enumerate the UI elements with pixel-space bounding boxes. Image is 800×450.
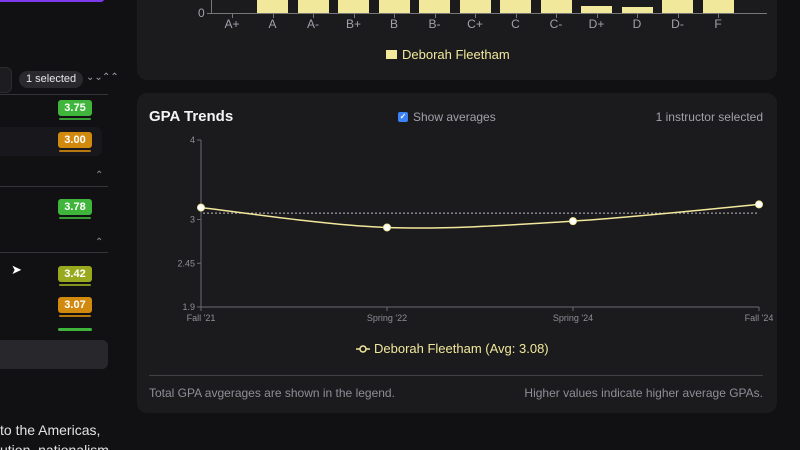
x-tick bbox=[434, 14, 436, 18]
x-tick bbox=[677, 14, 679, 18]
x-tick bbox=[313, 14, 314, 18]
y-tick-label: 1.9 bbox=[182, 302, 195, 312]
selected-count-badge: 1 selected bbox=[19, 71, 84, 88]
gpa-badge: 3.07 bbox=[58, 297, 92, 317]
description-line: ution, nationalism bbox=[0, 442, 109, 450]
gpa-badge: 3.00 bbox=[58, 132, 92, 152]
grade-label: B bbox=[389, 17, 398, 31]
grade-bar-D[interactable] bbox=[621, 7, 653, 13]
chevron-up-icon[interactable]: ⌃ bbox=[95, 237, 104, 248]
gpa-badge: 3.78 bbox=[58, 199, 92, 219]
divider bbox=[149, 375, 763, 376]
grade-bar-B+[interactable] bbox=[338, 0, 369, 13]
grade-bar-B[interactable] bbox=[378, 0, 410, 13]
x-tick bbox=[394, 14, 395, 18]
data-point bbox=[383, 223, 391, 232]
x-tick bbox=[272, 14, 274, 18]
grade-label: A+ bbox=[224, 17, 240, 31]
grade-label: A- bbox=[307, 17, 319, 31]
footer-note-left: Total GPA avgerages are shown in the leg… bbox=[149, 386, 395, 400]
gpa-badge: 3.75 bbox=[58, 100, 92, 120]
mouse-cursor-icon: ➤ bbox=[11, 262, 22, 277]
y-tick-label: 2.45 bbox=[177, 258, 195, 268]
data-point bbox=[755, 200, 763, 209]
grade-label: B- bbox=[428, 17, 441, 31]
x-tick bbox=[718, 14, 719, 18]
x-tick bbox=[353, 14, 355, 18]
y-tick-label: 4 bbox=[190, 135, 195, 145]
show-averages-label: Show averages bbox=[413, 110, 496, 124]
show-averages-toggle[interactable]: ✓ Show averages bbox=[398, 110, 496, 124]
x-tick bbox=[637, 14, 638, 18]
y-axis bbox=[211, 0, 212, 13]
description-line: to the Americas, bbox=[0, 422, 101, 438]
distribution-legend[interactable]: Deborah Fleetham bbox=[386, 47, 510, 62]
footer-note-right: Higher values indicate higher average GP… bbox=[524, 386, 763, 400]
grade-label: D+ bbox=[588, 17, 605, 31]
x-tick-label: Spring '22 bbox=[367, 313, 407, 323]
x-tick bbox=[515, 14, 517, 18]
load-more-button[interactable] bbox=[0, 340, 108, 369]
grade-bar-B-[interactable] bbox=[419, 0, 450, 13]
grade-bar-F[interactable] bbox=[702, 0, 734, 13]
legend-label: Deborah Fleetham bbox=[402, 47, 510, 62]
double-chevron-down-icon[interactable]: ⌄⌄ bbox=[86, 72, 103, 83]
divider bbox=[0, 186, 108, 187]
trend-legend-label: Deborah Fleetham (Avg: 3.08) bbox=[374, 341, 549, 356]
grade-label: C bbox=[511, 17, 520, 31]
trend-legend[interactable]: Deborah Fleetham (Avg: 3.08) bbox=[356, 341, 549, 356]
course-description: to the Americas, ution, nationalism bbox=[0, 420, 112, 450]
grade-label: D- bbox=[671, 17, 684, 31]
x-tick-label: Fall '24 bbox=[745, 313, 774, 323]
series-line bbox=[200, 203, 760, 229]
divider bbox=[0, 94, 108, 95]
grade-label: C+ bbox=[467, 17, 483, 31]
double-chevron-up-icon[interactable]: ⌃⌃ bbox=[102, 72, 119, 83]
grade-bar-C+[interactable] bbox=[459, 0, 491, 13]
x-tick bbox=[596, 14, 598, 18]
grade-label: A bbox=[268, 17, 277, 31]
grade-bar-A-[interactable] bbox=[297, 0, 329, 13]
divider bbox=[0, 252, 108, 253]
checkbox-checked-icon[interactable]: ✓ bbox=[398, 112, 408, 122]
filter-button[interactable] bbox=[0, 0, 80, 2]
grade-label: D bbox=[632, 17, 642, 31]
line-marker-icon bbox=[356, 344, 370, 353]
data-point bbox=[569, 217, 577, 226]
grade-bar-C[interactable] bbox=[500, 0, 531, 13]
grade-bar-D-[interactable] bbox=[662, 0, 693, 13]
grade-bar-D+[interactable] bbox=[581, 6, 612, 13]
legend-swatch bbox=[386, 50, 397, 59]
x-tick bbox=[475, 14, 476, 18]
x-tick bbox=[232, 14, 233, 18]
gpa-trends-card bbox=[137, 93, 777, 413]
grade-label: B+ bbox=[345, 17, 361, 31]
x-tick bbox=[556, 14, 557, 18]
card-title: GPA Trends bbox=[149, 108, 234, 125]
gpa-badge: 3.42 bbox=[58, 266, 92, 286]
grade-bar-C-[interactable] bbox=[540, 0, 572, 13]
sidebar: 1 selected ⌄⌄ ⌃⌃ 3.75 3.00 ⌃ 3.78 ⌃ ➤ 3.… bbox=[0, 0, 119, 450]
x-axis bbox=[207, 13, 767, 14]
y-tick-label: 3 bbox=[190, 215, 195, 225]
grade-label: C- bbox=[549, 17, 563, 31]
grade-bar-A[interactable] bbox=[257, 0, 288, 13]
chevron-up-icon[interactable]: ⌃ bbox=[95, 170, 104, 181]
selection-status: 1 instructor selected bbox=[655, 110, 763, 124]
apply-button[interactable] bbox=[68, 0, 104, 2]
x-tick-label: Spring '24 bbox=[553, 313, 593, 323]
gpa-badge-partial bbox=[58, 328, 92, 331]
instructor-select-input[interactable] bbox=[0, 67, 12, 93]
y-tick-label: 0 bbox=[198, 6, 205, 20]
data-point bbox=[197, 203, 205, 212]
grade-label: F bbox=[714, 17, 722, 31]
x-tick-label: Fall '21 bbox=[187, 313, 216, 323]
